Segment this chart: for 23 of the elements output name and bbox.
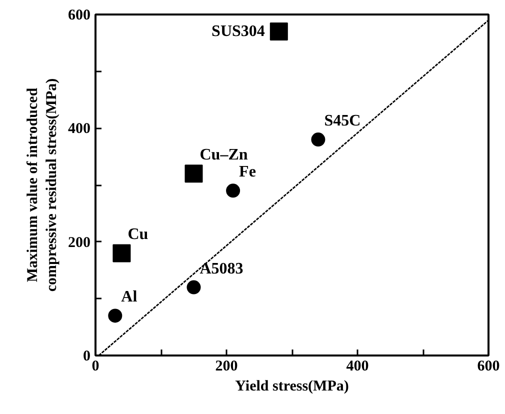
annotation: S45C [324, 112, 361, 130]
annotation: Al [121, 288, 138, 306]
point [108, 308, 122, 323]
x-tick-label: 600 [477, 358, 500, 374]
annotation: SUS304 [212, 23, 265, 40]
point [226, 184, 240, 198]
annotation: Cu–Zn [200, 146, 248, 164]
point [270, 22, 288, 41]
y-axis-title: Maximum value of introduced compressive residual stress(MPa) [24, 78, 60, 292]
point [186, 280, 201, 294]
y-tick-label: 0 [83, 348, 90, 364]
x-tick-label: 400 [346, 358, 369, 374]
x-tick-label: 200 [215, 358, 238, 374]
point [184, 164, 203, 183]
point [311, 132, 326, 147]
y-tick-label: 600 [68, 8, 90, 24]
y-tick-label: 200 [68, 234, 90, 251]
annotation: Fe [239, 164, 256, 181]
y-tick-label: 400 [68, 121, 90, 138]
x-axis-title: Yield stress(MPa) [235, 378, 349, 394]
annotation: A5083 [200, 260, 244, 278]
point [112, 244, 131, 262]
annotation: Cu [128, 226, 148, 244]
